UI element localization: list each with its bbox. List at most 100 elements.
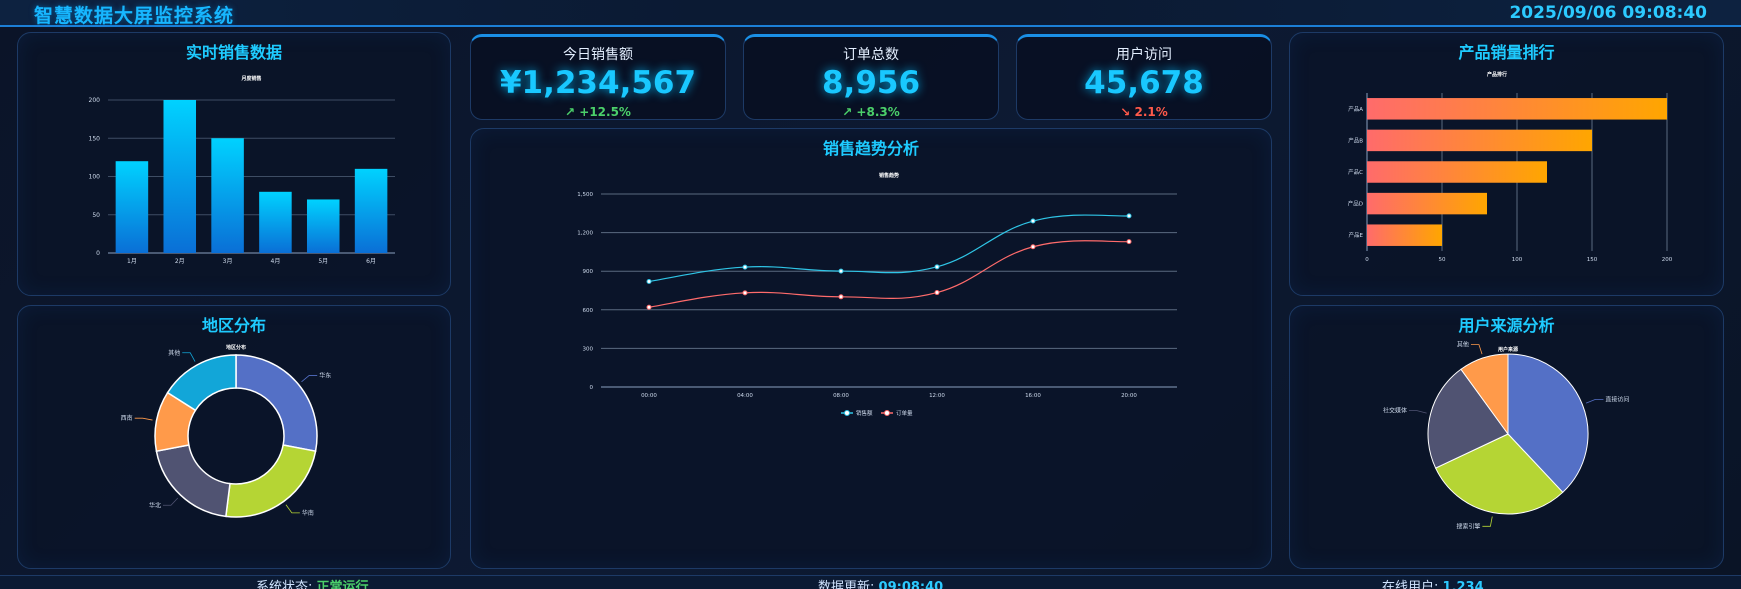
online-users: 在线用户: 1,234 [1382,576,1484,589]
series-line-订单量 [648,240,1130,308]
monthly-sales-chart: 月度销售 0 50 100 150 200 1月 2月 3月 4月 5月 6月 [89,75,395,265]
slice-label: 其他 [1457,341,1469,349]
y-tick-label: 1,500 [577,192,593,198]
y-tick-label: 产品E [1349,231,1364,239]
y-tick-label: 100 [89,174,101,181]
bar-产品A [1367,98,1667,120]
label-leader [1482,516,1493,527]
chart-title: 用户来源 [1497,346,1518,353]
app-title: 智慧数据大屏监控系统 [34,5,235,27]
y-tick-label: 150 [89,135,101,142]
legend-marker [844,410,850,416]
panel-title: 销售趋势分析 [822,139,919,158]
x-tick-label: 50 [1439,257,1446,263]
y-tick-label: 0 [590,385,594,391]
x-tick-label: 200 [1662,257,1673,263]
y-tick-label: 50 [92,212,100,219]
panel-title: 用户来源分析 [1458,316,1555,335]
bar-4月 [259,191,292,253]
kpi-value: 8,956 [821,65,921,101]
panel-product-rank: 产品销量排行 产品排行 0 50 100 150 200 产品A 产品B 产品C 产品D 产品E [1289,32,1724,296]
slice-社交媒体 [1427,368,1509,469]
slice-其他 [1460,353,1509,436]
y-tick-label: 300 [583,346,594,352]
panel-title: 产品销量排行 [1458,43,1555,62]
label-leader [162,497,179,506]
data-point [934,264,940,270]
data-point [1030,218,1036,224]
legend-marker [884,410,890,416]
slice-label: 其他 [168,349,180,357]
slice-label: 华北 [149,501,161,509]
kpi-card-orders: 订单总数 8,956 ↗ +8.3% [743,34,999,120]
datetime-display: 2025/09/06 09:08:40 [1509,3,1707,23]
x-tick-label: 100 [1512,257,1523,263]
data-point [742,264,748,270]
chart-title: 地区分布 [226,344,246,351]
legend-label: 销售额 [856,409,873,417]
label-leader [301,375,318,383]
label-leader [1585,398,1604,404]
slice-label: 华南 [302,509,314,517]
x-tick-label: 6月 [366,258,376,265]
x-tick-label: 4月 [271,258,281,265]
status-value: 正常运行 [316,580,369,589]
label-leader [134,417,153,421]
slice-华东 [235,354,318,453]
status-footer: 系统状态: 正常运行 数据更新: 09:08:40 在线用户: 1,234 [0,575,1741,589]
data-point [1030,244,1036,250]
slice-label: 直接访问 [1605,395,1629,403]
y-tick-label: 0 [96,250,100,257]
bar-6月 [354,168,388,253]
slice-其他 [166,354,237,412]
header-bar: 智慧数据大屏监控系统 2025/09/06 09:08:40 [0,0,1741,27]
data-point [838,268,844,274]
x-tick-label: 3月 [223,258,233,265]
y-tick-label: 产品A [1348,105,1363,113]
chart-title: 销售趋势 [879,172,899,179]
y-tick-label: 600 [583,308,594,314]
x-tick-label: 2月 [175,258,185,265]
bar-产品B [1367,129,1592,152]
kpi-change: ↗ +8.3% [842,105,900,119]
kpi-label: 用户访问 [1116,47,1172,63]
x-tick-label: 0 [1365,257,1369,263]
update-label: 数据更新: [818,580,875,589]
bar-产品E [1367,224,1442,246]
label-leader [285,504,300,514]
update-value: 09:08:40 [878,580,944,589]
slice-华北 [155,444,231,518]
kpi-label: 今日销售额 [563,47,633,63]
label-leader [1408,410,1427,414]
status-label: 系统状态: [256,580,313,589]
bar-1月 [115,161,149,253]
slice-label: 华东 [319,371,331,379]
product-rank-chart: 产品排行 0 50 100 150 200 产品A 产品B 产品C 产品D 产品E [1348,71,1673,263]
data-point [646,278,652,284]
x-tick-label: 5月 [318,258,328,265]
bar-3月 [211,138,244,253]
panel-title: 实时销售数据 [185,43,282,62]
kpi-value: 45,678 [1084,65,1204,101]
panel-user-source: 用户来源分析 用户来源 直接访问 搜索引擎 社交媒体 其他 [1289,305,1724,569]
y-tick-label: 200 [89,97,101,104]
data-update: 数据更新: 09:08:40 [818,576,943,589]
kpi-card-sales: 今日销售额 ¥1,234,567 ↗ +12.5% [470,34,726,120]
kpi-label: 订单总数 [843,47,899,63]
data-point [646,304,652,310]
slice-直接访问 [1507,353,1589,494]
series-line-销售额 [648,214,1130,283]
y-tick-label: 产品D [1348,200,1363,208]
chart-title: 产品排行 [1487,71,1507,78]
bar-5月 [306,199,340,253]
x-tick-label: 12:00 [929,393,945,399]
panel-region: 地区分布 地区分布 华东 华南 华北 西南 其他 [17,305,451,569]
sales-trend-chart: 销售趋势 0 300 600 900 1,200 1,500 00:00 04:00 08:00 1… [577,172,1177,417]
y-tick-label: 产品C [1348,168,1363,176]
kpi-value: ¥1,234,567 [499,65,697,101]
y-tick-label: 900 [583,269,594,275]
slice-label: 搜索引擎 [1456,522,1480,530]
online-value: 1,234 [1442,580,1484,589]
system-status: 系统状态: 正常运行 [256,576,369,589]
